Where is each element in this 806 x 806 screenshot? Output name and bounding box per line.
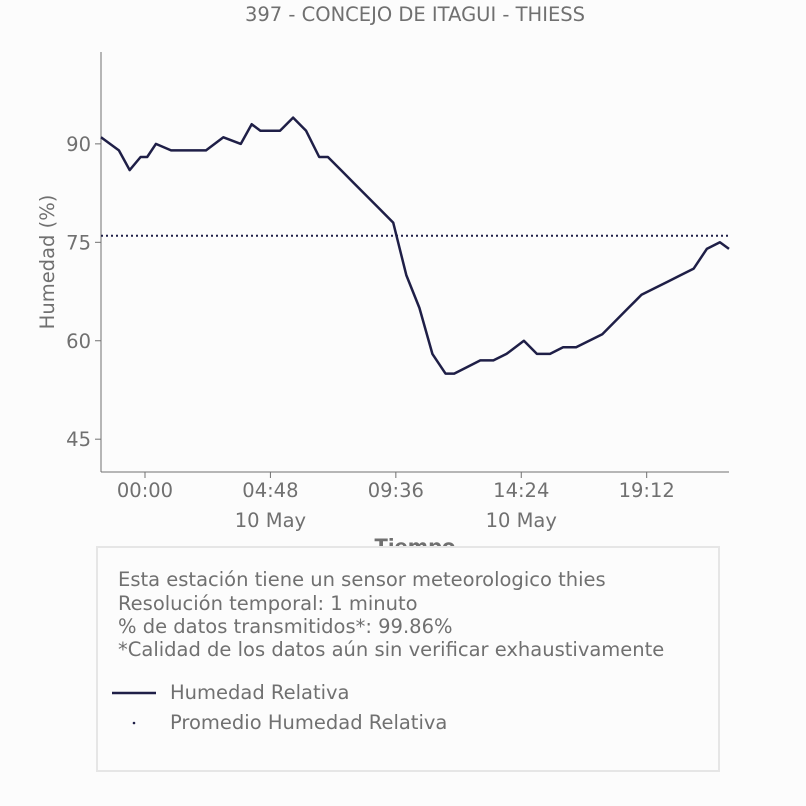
y-tick-label: 45 — [66, 428, 91, 451]
x-tick-label: 09:36 — [368, 479, 424, 502]
y-tick-label: 75 — [66, 231, 91, 254]
data-quality-note: *Calidad de los datos aún sin verificar … — [118, 638, 665, 661]
legend-dot-marker — [132, 721, 136, 725]
humidity-series-line — [100, 116, 730, 375]
x-tick-label: 00:00 — [117, 479, 173, 502]
humidity-chart: 397 - CONCEJO DE ITAGUI - THIESS 45 60 75 9… — [36, 3, 730, 558]
x-tick-label: 04:48 — [242, 479, 298, 502]
legend-label-humedad: Humedad Relativa — [170, 681, 350, 704]
x-date-label: 10 May — [235, 509, 306, 532]
x-tick-label: 19:12 — [619, 479, 675, 502]
legend-label-promedio: Promedio Humedad Relativa — [170, 711, 448, 734]
y-tick-label: 90 — [66, 133, 91, 156]
chart-title: 397 - CONCEJO DE ITAGUI - THIESS — [245, 3, 585, 26]
data-transmitted-text: % de datos transmitidos*: 99.86% — [118, 615, 453, 638]
temporal-resolution-text: Resolución temporal: 1 minuto — [118, 592, 418, 615]
info-box: Esta estación tiene un sensor meteorolog… — [96, 546, 720, 772]
legend-item-humedad: Humedad Relativa — [110, 681, 510, 705]
station-sensor-text: Esta estación tiene un sensor meteorolog… — [118, 568, 606, 591]
y-tick-label: 60 — [66, 330, 91, 353]
legend-line-marker — [112, 691, 156, 695]
x-tick-label: 14:24 — [493, 479, 549, 502]
y-axis-label: Humedad (%) — [36, 195, 59, 330]
x-date-label: 10 May — [486, 509, 557, 532]
legend-item-promedio: Promedio Humedad Relativa — [110, 711, 510, 735]
plot-area: 45 60 75 90 00:00 04:48 09:36 14:24 19:12 10 May 1… — [66, 52, 730, 532]
